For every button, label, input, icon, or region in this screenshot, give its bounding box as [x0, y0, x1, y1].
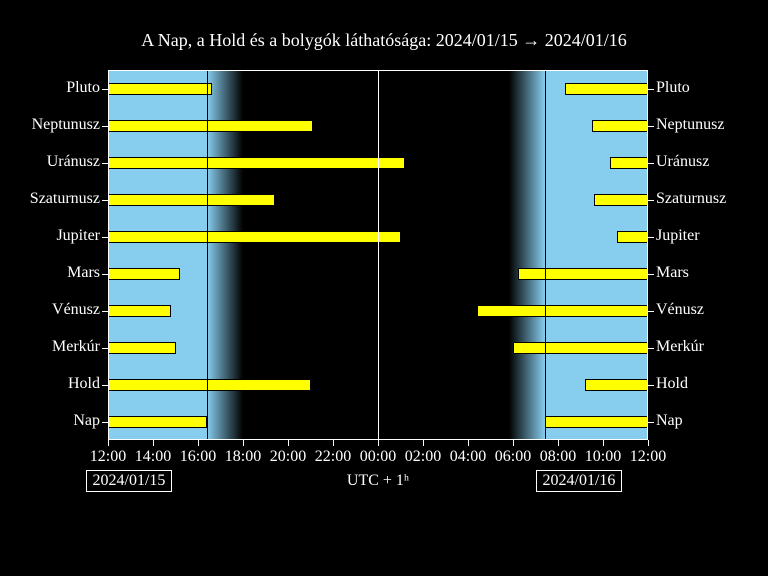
xtick-label: 04:00 [450, 448, 486, 466]
xtick [423, 440, 424, 446]
ytick [648, 422, 654, 423]
ytick [102, 385, 108, 386]
ytick [102, 200, 108, 201]
xtick-label: 14:00 [135, 448, 171, 466]
body-label-left: Merkúr [52, 338, 100, 356]
body-label-left: Neptunusz [32, 116, 100, 134]
visibility-bar [592, 120, 648, 132]
xtick-label: 08:00 [540, 448, 576, 466]
xtick [288, 440, 289, 446]
ytick [648, 385, 654, 386]
ytick [648, 163, 654, 164]
ytick [648, 311, 654, 312]
xtick [648, 440, 649, 446]
visibility-bar [108, 231, 401, 243]
xtick [108, 440, 109, 446]
xtick [243, 440, 244, 446]
visibility-bar [108, 157, 405, 169]
xtick-label: 12:00 [630, 448, 666, 466]
xtick [153, 440, 154, 446]
plot-area [108, 70, 648, 440]
visibility-bar [108, 305, 171, 317]
ytick [648, 237, 654, 238]
visibility-bar [585, 379, 648, 391]
body-label-left: Szaturnusz [30, 190, 100, 208]
xtick [603, 440, 604, 446]
body-label-left: Jupiter [56, 227, 100, 245]
xtick-label: 10:00 [585, 448, 621, 466]
body-label-right: Szaturnusz [656, 190, 726, 208]
ytick [648, 126, 654, 127]
body-label-right: Uránusz [656, 153, 709, 171]
ytick [102, 126, 108, 127]
visibility-bar [617, 231, 649, 243]
xtick [378, 440, 379, 446]
visibility-bar [518, 268, 649, 280]
visibility-bar [108, 268, 180, 280]
body-label-left: Vénusz [52, 301, 100, 319]
body-label-left: Pluto [66, 79, 100, 97]
visibility-bar [545, 416, 649, 428]
visibility-bar [108, 120, 313, 132]
xtick [513, 440, 514, 446]
xtick-label: 00:00 [360, 448, 396, 466]
xtick-label: 18:00 [225, 448, 261, 466]
xtick-label: 06:00 [495, 448, 531, 466]
ytick [648, 200, 654, 201]
xtick-label: 22:00 [315, 448, 351, 466]
visibility-bar [108, 194, 275, 206]
body-label-left: Uránusz [47, 153, 100, 171]
vline [545, 70, 546, 440]
visibility-bar [513, 342, 648, 354]
visibility-bar [610, 157, 648, 169]
visibility-bar [108, 416, 207, 428]
xtick [198, 440, 199, 446]
visibility-bar [565, 83, 648, 95]
visibility-bar [477, 305, 648, 317]
ytick [102, 274, 108, 275]
ytick [648, 348, 654, 349]
vline [207, 70, 208, 440]
visibility-bar [594, 194, 648, 206]
body-label-left: Nap [73, 412, 100, 430]
ytick [102, 422, 108, 423]
xtick-label: 12:00 [90, 448, 126, 466]
ytick [102, 89, 108, 90]
ytick [648, 274, 654, 275]
ytick [648, 89, 654, 90]
vline [378, 70, 379, 440]
xtick-label: 16:00 [180, 448, 216, 466]
date-right-box: 2024/01/16 [536, 470, 623, 492]
ytick [102, 311, 108, 312]
xtick [333, 440, 334, 446]
chart-title: A Nap, a Hold és a bolygók láthatósága: … [0, 30, 768, 51]
xtick [558, 440, 559, 446]
body-label-right: Merkúr [656, 338, 704, 356]
body-label-right: Neptunusz [656, 116, 724, 134]
body-label-right: Jupiter [656, 227, 700, 245]
body-label-left: Mars [67, 264, 100, 282]
visibility-bar [108, 83, 212, 95]
ytick [102, 163, 108, 164]
body-label-right: Hold [656, 375, 688, 393]
visibility-bar [108, 342, 176, 354]
ytick [102, 348, 108, 349]
body-label-right: Pluto [656, 79, 690, 97]
ytick [102, 237, 108, 238]
xtick [468, 440, 469, 446]
body-label-right: Vénusz [656, 301, 704, 319]
chart-stage: A Nap, a Hold és a bolygók láthatósága: … [0, 0, 768, 576]
body-label-left: Hold [68, 375, 100, 393]
xtick-label: 20:00 [270, 448, 306, 466]
visibility-bar [108, 379, 311, 391]
body-label-right: Mars [656, 264, 689, 282]
date-left-box: 2024/01/15 [86, 470, 173, 492]
xtick-label: 02:00 [405, 448, 441, 466]
body-label-right: Nap [656, 412, 683, 430]
